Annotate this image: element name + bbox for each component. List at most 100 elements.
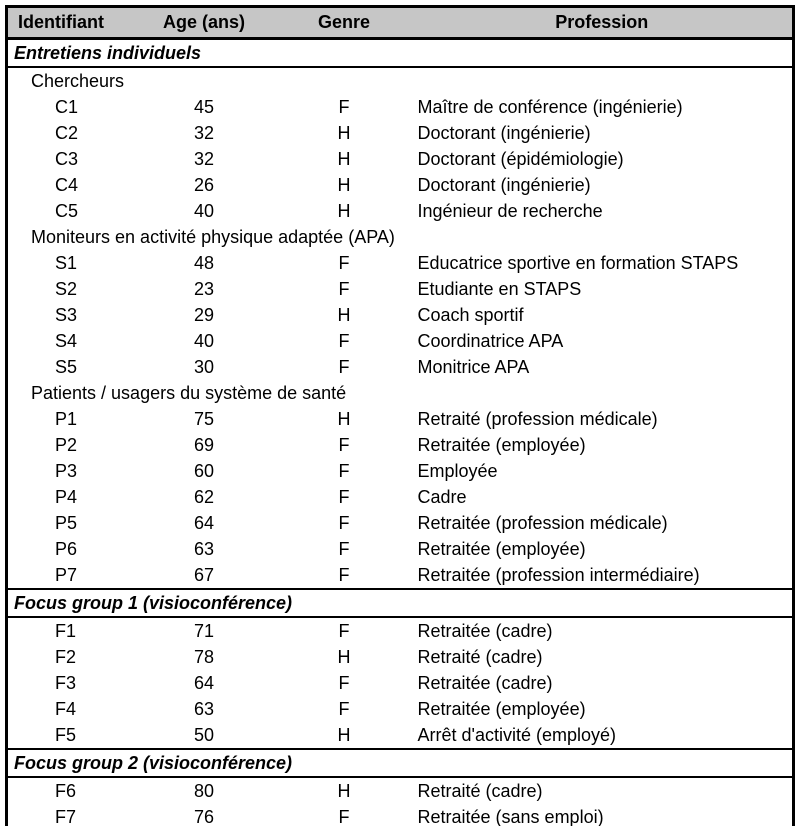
profession-cell: Retraitée (profession médicale) — [417, 512, 668, 533]
participant-id-cell: P6 — [55, 538, 78, 559]
participant-id-cell: C5 — [55, 200, 79, 221]
participant-row: F4 63 F Retraitée (employée) — [7, 696, 794, 722]
participant-row: S5 30 F Monitrice APA — [7, 354, 794, 380]
subsection-row: Chercheurs — [7, 67, 794, 94]
age-cell: 67 — [193, 564, 215, 585]
age-cell: 26 — [193, 174, 215, 195]
profession-cell: Cadre — [417, 486, 467, 507]
participant-row: C3 32 H Doctorant (épidémiologie) — [7, 146, 794, 172]
genre-cell: H — [337, 148, 351, 169]
participant-id-cell: F4 — [55, 698, 77, 719]
participant-id-cell: S4 — [55, 330, 78, 351]
genre-cell: F — [338, 252, 350, 273]
participant-id-cell: F1 — [55, 620, 77, 641]
profession-cell: Doctorant (ingénierie) — [417, 174, 591, 195]
col-header-genre: Genre — [276, 6, 412, 40]
participant-id-cell: C4 — [55, 174, 79, 195]
genre-cell: H — [337, 780, 351, 801]
participant-id-cell: F2 — [55, 646, 77, 667]
age-cell: 30 — [193, 356, 215, 377]
participant-id-cell: F6 — [55, 780, 77, 801]
profession-cell: Monitrice APA — [417, 356, 530, 377]
subsection-label: Moniteurs en activité physique adaptée (… — [31, 226, 395, 247]
genre-cell: F — [338, 434, 350, 455]
genre-cell: H — [337, 408, 351, 429]
genre-cell: F — [338, 698, 350, 719]
age-cell: 40 — [193, 330, 215, 351]
profession-cell: Ingénieur de recherche — [417, 200, 603, 221]
genre-cell: H — [337, 122, 351, 143]
age-cell: 45 — [193, 96, 215, 117]
section-title: Focus group 1 (visioconférence) — [6, 588, 794, 618]
profession-cell: Retraité (profession médicale) — [417, 408, 658, 429]
age-cell: 32 — [193, 148, 215, 169]
age-cell: 62 — [193, 486, 215, 507]
profession-cell: Retraitée (sans emploi) — [417, 806, 604, 826]
subsection-label: Chercheurs — [31, 70, 125, 91]
genre-cell: F — [338, 672, 350, 693]
subsection-row: Moniteurs en activité physique adaptée (… — [7, 224, 794, 250]
section-title: Focus group 2 (visioconférence) — [6, 748, 794, 778]
participant-id-cell: P5 — [55, 512, 78, 533]
participant-row: P4 62 F Cadre — [7, 484, 794, 510]
participant-id-cell: S1 — [55, 252, 78, 273]
participant-row: C5 40 H Ingénieur de recherche — [7, 198, 794, 224]
age-cell: 64 — [193, 672, 215, 693]
profession-cell: Retraitée (cadre) — [417, 672, 553, 693]
participant-row: F3 64 F Retraitée (cadre) — [7, 670, 794, 696]
profession-cell: Retraitée (employée) — [417, 434, 586, 455]
age-cell: 71 — [193, 620, 215, 641]
participant-id-cell: P2 — [55, 434, 78, 455]
genre-cell: F — [338, 806, 350, 826]
participant-row: P3 60 F Employée — [7, 458, 794, 484]
age-cell: 23 — [193, 278, 215, 299]
participant-row: C1 45 F Maître de conférence (ingénierie) — [7, 94, 794, 120]
section-row: Entretiens individuels — [6, 37, 794, 68]
genre-cell: H — [337, 724, 351, 745]
age-cell: 63 — [193, 698, 215, 719]
section-row: Focus group 1 (visioconférence) — [6, 588, 794, 618]
participants-table: Identifiant Age (ans) Genre Profession E… — [5, 5, 795, 826]
participant-row: F1 71 F Retraitée (cadre) — [7, 617, 794, 644]
participant-row: S1 48 F Educatrice sportive en formation ST… — [7, 250, 794, 276]
age-cell: 63 — [193, 538, 215, 559]
participant-id-cell: C3 — [55, 148, 79, 169]
section-row: Focus group 2 (visioconférence) — [6, 748, 794, 778]
genre-cell: F — [338, 620, 350, 641]
participant-id-cell: C2 — [55, 122, 79, 143]
participant-id-cell: S2 — [55, 278, 78, 299]
participant-id-cell: S3 — [55, 304, 78, 325]
genre-cell: F — [338, 512, 350, 533]
profession-cell: Etudiante en STAPS — [417, 278, 582, 299]
participant-row: C2 32 H Doctorant (ingénierie) — [7, 120, 794, 146]
genre-cell: H — [337, 304, 351, 325]
age-cell: 69 — [193, 434, 215, 455]
profession-cell: Doctorant (ingénierie) — [417, 122, 591, 143]
genre-cell: F — [338, 486, 350, 507]
genre-cell: H — [337, 174, 351, 195]
age-cell: 64 — [193, 512, 215, 533]
profession-cell: Maître de conférence (ingénierie) — [417, 96, 683, 117]
participant-id-cell: P3 — [55, 460, 78, 481]
profession-cell: Educatrice sportive en formation STAPS — [417, 252, 739, 273]
participant-row: P7 67 F Retraitée (profession intermédiaire… — [7, 562, 794, 589]
genre-cell: H — [337, 200, 351, 221]
subsection-row: Patients / usagers du système de santé — [7, 380, 794, 406]
age-cell: 60 — [193, 460, 215, 481]
profession-cell: Retraitée (employée) — [417, 698, 586, 719]
genre-cell: F — [338, 278, 350, 299]
section-title: Entretiens individuels — [6, 37, 794, 68]
profession-cell: Coordinatrice APA — [417, 330, 564, 351]
participant-row: S2 23 F Etudiante en STAPS — [7, 276, 794, 302]
header-row: Identifiant Age (ans) Genre Profession — [6, 6, 794, 40]
profession-cell: Doctorant (épidémiologie) — [417, 148, 624, 169]
genre-cell: F — [338, 356, 350, 377]
genre-cell: F — [338, 538, 350, 559]
participant-row: F7 76 F Retraitée (sans emploi) — [7, 804, 794, 826]
genre-cell: F — [338, 96, 350, 117]
age-cell: 50 — [193, 724, 215, 745]
profession-cell: Arrêt d'activité (employé) — [417, 724, 617, 745]
age-cell: 40 — [193, 200, 215, 221]
genre-cell: F — [338, 460, 350, 481]
participant-row: C4 26 H Doctorant (ingénierie) — [7, 172, 794, 198]
